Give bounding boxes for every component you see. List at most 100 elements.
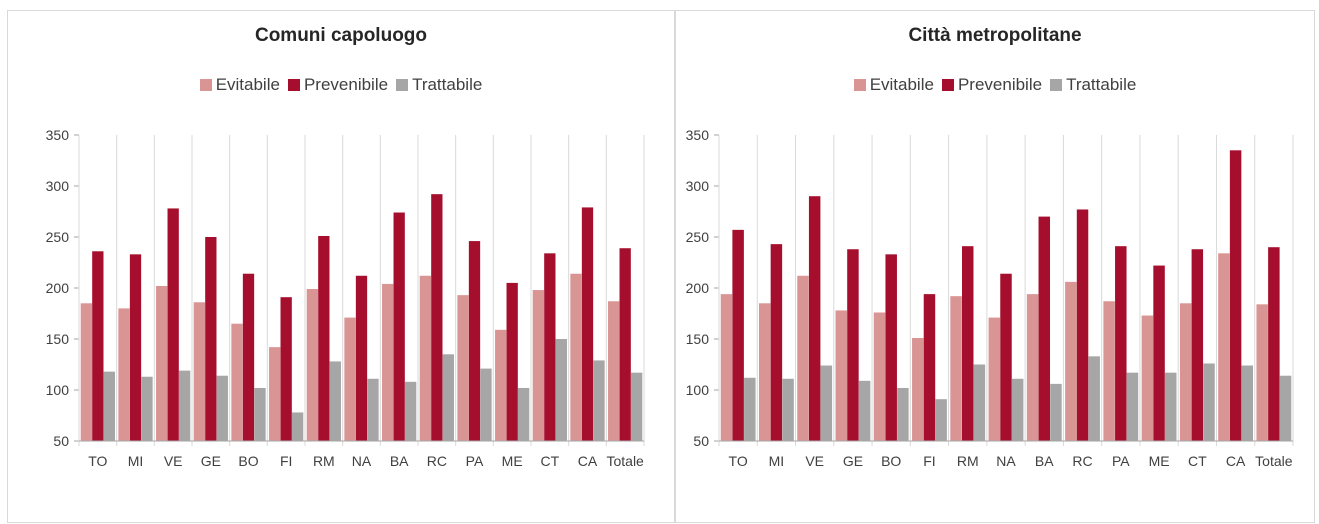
bar-trattabile xyxy=(480,368,492,441)
bar-trattabile xyxy=(405,381,417,441)
bar-trattabile xyxy=(179,370,191,441)
bar-evitabile xyxy=(1256,304,1268,441)
bar-trattabile xyxy=(216,375,228,441)
bar-evitabile xyxy=(873,312,886,441)
bar-prevenibile xyxy=(1229,150,1242,442)
x-tick-label: ME xyxy=(1149,453,1170,469)
x-tick-label: BO xyxy=(881,453,901,469)
bar-evitabile xyxy=(80,303,92,441)
bar-evitabile xyxy=(912,337,924,441)
legend-item-trattabile: Trattabile xyxy=(1050,75,1136,95)
bar-evitabile xyxy=(231,323,243,441)
y-tick-label: 200 xyxy=(686,280,710,296)
x-tick-label: FI xyxy=(280,453,292,469)
bar-evitabile xyxy=(193,302,205,441)
bar-prevenibile xyxy=(1038,216,1051,441)
x-tick-label: VE xyxy=(805,453,824,469)
bar-chart-citta: 50 100 150 200 250 300 350 TO MI VE GE BO FI RM NA BA RC… xyxy=(686,127,1294,469)
x-tick-label: GE xyxy=(201,453,221,469)
bar-evitabile xyxy=(382,283,394,441)
bar-evitabile xyxy=(797,275,809,441)
x-tick-label: PA xyxy=(1112,453,1130,469)
bar-prevenibile xyxy=(732,229,744,441)
x-tick-label: CA xyxy=(578,453,598,469)
x-tick-label: GE xyxy=(843,453,863,469)
y-tick-label: 300 xyxy=(46,178,70,194)
bar-prevenibile xyxy=(961,246,974,441)
y-tick-label: 50 xyxy=(53,433,69,449)
bar-prevenibile xyxy=(581,207,594,441)
y-tick-label: 150 xyxy=(686,331,710,347)
bar-trattabile xyxy=(1126,372,1139,441)
y-tick-label: 200 xyxy=(46,280,70,296)
x-tick-label: Totale xyxy=(606,453,644,469)
chart-legend: Evitabile Prevenibile Trattabile xyxy=(676,75,1314,95)
bar-trattabile xyxy=(367,378,379,441)
x-tick-label: FI xyxy=(923,453,935,469)
bar-prevenibile xyxy=(619,248,631,441)
bar-trattabile xyxy=(744,377,756,441)
legend-item-evitabile: Evitabile xyxy=(853,75,934,95)
chart-legend: Evitabile Prevenibile Trattabile xyxy=(8,75,674,95)
bar-evitabile xyxy=(1218,253,1230,441)
legend-item-evitabile: Evitabile xyxy=(199,75,280,95)
legend-swatch-trattabile xyxy=(396,79,409,91)
legend-item-trattabile: Trattabile xyxy=(396,75,482,95)
bar-evitabile xyxy=(1179,303,1192,441)
bar-trattabile xyxy=(1241,365,1254,441)
legend-label-prevenibile: Prevenibile xyxy=(957,75,1043,94)
y-tick-label: 100 xyxy=(686,382,710,398)
bar-evitabile xyxy=(419,275,431,441)
bar-trattabile xyxy=(555,339,567,441)
bar-prevenibile xyxy=(923,294,936,441)
bar-trattabile xyxy=(782,378,794,441)
bar-evitabile xyxy=(570,273,582,441)
x-tick-label: MI xyxy=(769,453,785,469)
legend-swatch-evitabile xyxy=(853,79,866,91)
bar-evitabile xyxy=(457,295,469,441)
y-tick-label: 350 xyxy=(46,127,70,143)
bar-evitabile xyxy=(156,285,168,441)
bar-evitabile xyxy=(118,308,130,441)
chart-title: Comuni capoluogo xyxy=(254,25,428,46)
bar-prevenibile xyxy=(242,273,255,441)
bar-prevenibile xyxy=(1115,246,1127,441)
y-tick-label: 350 xyxy=(686,127,710,143)
bar-evitabile xyxy=(532,290,544,441)
bar-prevenibile xyxy=(92,251,104,441)
x-tick-label: CT xyxy=(540,453,559,469)
x-tick-label: NA xyxy=(996,453,1016,469)
bar-evitabile xyxy=(306,289,318,441)
x-tick-label: TO xyxy=(88,453,107,469)
bar-evitabile xyxy=(950,296,962,441)
bar-prevenibile xyxy=(1000,273,1012,441)
y-tick-label: 100 xyxy=(46,382,70,398)
x-tick-label: PA xyxy=(466,453,484,469)
bar-evitabile xyxy=(835,310,848,441)
bar-prevenibile xyxy=(1268,247,1280,441)
x-tick-label: BA xyxy=(1035,453,1054,469)
bar-evitabile xyxy=(1065,281,1077,441)
legend-swatch-prevenibile xyxy=(287,79,300,91)
bar-prevenibile xyxy=(1191,249,1204,441)
bar-prevenibile xyxy=(167,208,179,441)
bar-trattabile xyxy=(858,380,871,441)
x-tick-label: CA xyxy=(1226,453,1246,469)
bar-trattabile xyxy=(631,372,643,441)
legend-label-evitabile: Evitabile xyxy=(215,75,280,94)
bar-evitabile xyxy=(344,317,356,441)
x-tick-label: RC xyxy=(427,453,447,469)
bar-evitabile xyxy=(988,317,1001,441)
y-tick-label: 150 xyxy=(46,331,70,347)
bar-evitabile xyxy=(758,303,771,441)
bar-prevenibile xyxy=(1076,209,1089,441)
bar-trattabile xyxy=(820,365,833,441)
x-tick-label: Totale xyxy=(1255,453,1293,469)
bar-prevenibile xyxy=(280,297,292,441)
x-tick-label: NA xyxy=(352,453,372,469)
x-tick-label: RC xyxy=(1072,453,1092,469)
y-tick-label: 250 xyxy=(686,229,710,245)
bar-trattabile xyxy=(1011,378,1024,441)
legend-item-prevenibile: Prevenibile xyxy=(287,75,388,95)
bar-trattabile xyxy=(141,376,153,441)
